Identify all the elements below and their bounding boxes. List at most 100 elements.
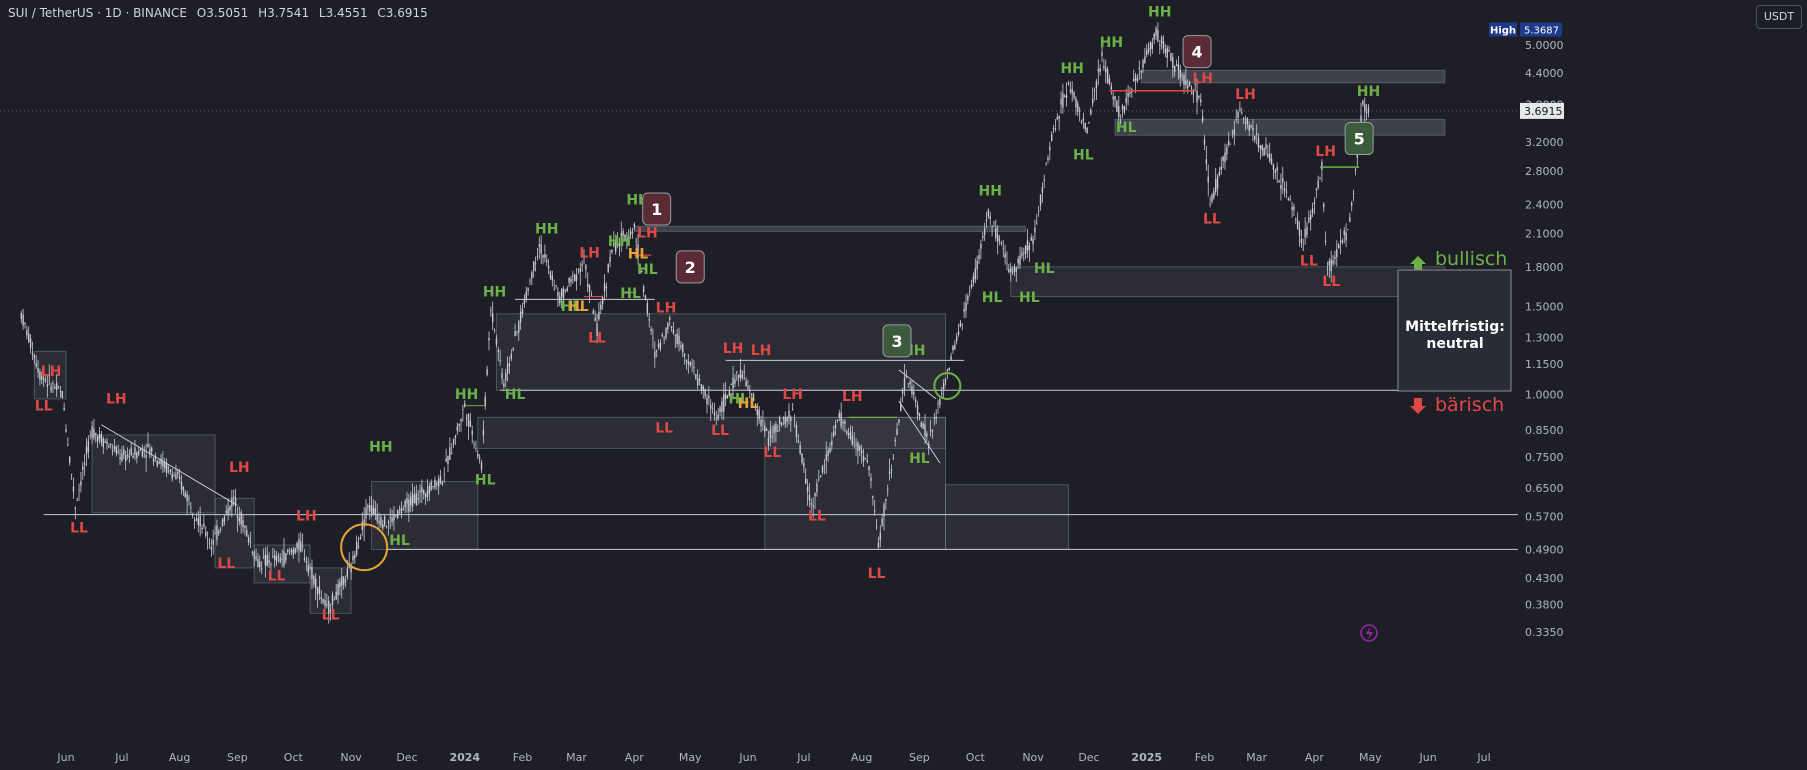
candle-body xyxy=(795,424,798,438)
candle-body xyxy=(212,540,214,545)
candle-body xyxy=(704,389,706,397)
candle-body xyxy=(1257,137,1260,148)
candle-body xyxy=(335,591,337,600)
time-axis[interactable]: Jun Jul Aug Sep Oct Nov Dec 2024 Feb Mar Apr May Jun… xyxy=(56,624,1491,764)
candle-body xyxy=(667,323,669,330)
candle-body xyxy=(1090,109,1092,115)
candle-body xyxy=(505,373,507,381)
lightning-icon xyxy=(1360,624,1378,642)
candle-body xyxy=(1080,121,1083,123)
currency-button[interactable]: USDT xyxy=(1756,5,1802,29)
candle-body xyxy=(926,433,928,437)
candle-body xyxy=(542,255,544,258)
candle-body xyxy=(370,505,373,516)
candle-body xyxy=(557,292,559,297)
candle-body xyxy=(970,284,973,288)
candle-body xyxy=(860,450,863,454)
candle-body xyxy=(961,323,963,325)
candle-body xyxy=(31,353,34,355)
candle-body xyxy=(1272,164,1275,170)
candle-body xyxy=(177,471,179,475)
candle-body xyxy=(288,551,291,553)
candle-body xyxy=(341,576,343,586)
candle-body xyxy=(1132,78,1135,81)
candle-body xyxy=(1116,100,1118,112)
candle-body xyxy=(1123,106,1126,113)
candle-body xyxy=(357,545,360,547)
candle-body xyxy=(687,361,690,364)
candle-body xyxy=(1175,64,1178,66)
candle-body xyxy=(751,393,753,396)
time-tick: Jul xyxy=(1476,751,1490,764)
candle-body xyxy=(922,423,924,429)
candle-body xyxy=(633,224,636,227)
time-tick: Apr xyxy=(1305,751,1325,764)
candle-body xyxy=(423,490,425,494)
candle-body xyxy=(506,363,509,374)
candle-body xyxy=(313,576,315,585)
candle-body xyxy=(137,451,140,455)
candle-body xyxy=(1218,171,1221,176)
candle-body xyxy=(924,424,926,437)
candle-body xyxy=(1153,33,1155,40)
candle-body xyxy=(1146,50,1148,55)
candle-body xyxy=(901,391,904,394)
candle-body xyxy=(715,418,718,420)
candle-body xyxy=(104,441,106,443)
candle-body xyxy=(1157,29,1159,42)
candle-body xyxy=(1274,170,1277,173)
breakout-circle xyxy=(340,523,389,572)
candle-body xyxy=(314,578,317,589)
candle-body xyxy=(566,288,568,292)
candle-body xyxy=(223,516,226,522)
candle-body xyxy=(689,361,691,366)
candle-body xyxy=(391,517,393,523)
candle-body xyxy=(831,440,833,446)
candle-body xyxy=(521,308,524,314)
candle-body xyxy=(1099,68,1101,73)
candle-body xyxy=(210,547,213,550)
candle-body xyxy=(1140,71,1142,73)
price-axis[interactable]: 5.0000 4.4000 3.2000 2.8000 2.4000 2.1000 1.80… xyxy=(1489,0,1807,770)
candle-body xyxy=(955,336,958,341)
candle-body xyxy=(890,469,893,471)
candle-body xyxy=(583,256,585,259)
candle-body xyxy=(991,225,993,227)
candle-body xyxy=(585,265,587,270)
candle-body xyxy=(134,447,136,455)
swing-label: LH xyxy=(723,341,744,357)
candle-body xyxy=(581,264,583,266)
candle-body xyxy=(1255,133,1258,135)
candle-body xyxy=(799,445,801,454)
candle-body xyxy=(39,371,41,380)
candle-body xyxy=(1367,107,1370,113)
candle-body xyxy=(669,317,671,320)
candle-body xyxy=(1337,244,1340,249)
candle-body xyxy=(1160,36,1163,44)
candle-body xyxy=(221,519,224,527)
candle-body xyxy=(1330,259,1332,272)
candle-body xyxy=(1347,229,1349,231)
candle-body xyxy=(482,430,485,436)
candle-body xyxy=(359,536,362,540)
candle-body xyxy=(941,393,943,395)
time-tick: Jul xyxy=(796,751,810,764)
candle-body xyxy=(851,436,854,445)
candle-body xyxy=(887,488,889,491)
symbol-name[interactable]: SUI / TetherUS · 1D · BINANCE xyxy=(8,6,187,20)
candle-body xyxy=(219,528,222,530)
candle-body xyxy=(100,434,103,443)
candle-body xyxy=(419,490,421,493)
candle-body xyxy=(538,244,540,247)
candle-body xyxy=(827,450,829,456)
candle-body xyxy=(63,407,65,411)
candle-body xyxy=(980,243,982,249)
candle-body xyxy=(756,409,758,416)
candle-body xyxy=(1172,57,1174,68)
candle-body xyxy=(339,581,341,587)
candle-body xyxy=(57,387,60,389)
trend-line xyxy=(898,400,941,464)
candle-body xyxy=(1151,43,1154,49)
candle-body xyxy=(1222,156,1224,161)
